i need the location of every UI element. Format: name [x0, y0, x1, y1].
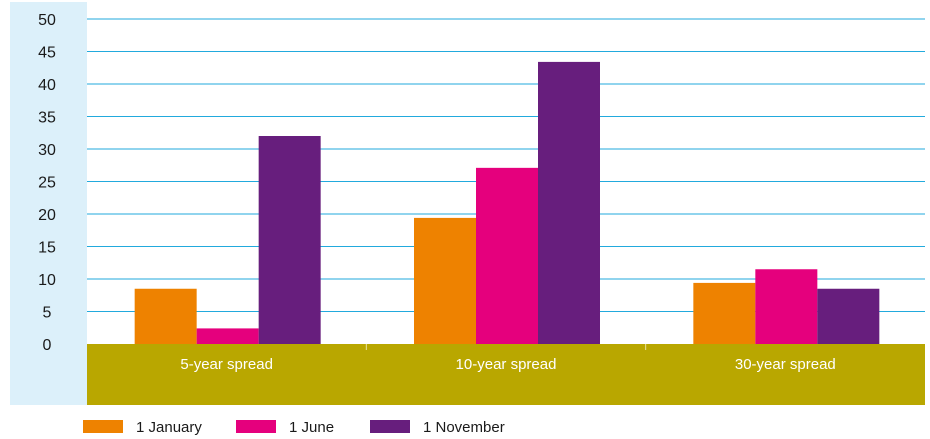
legend-label: 1 January: [136, 419, 202, 436]
legend-swatch: [370, 420, 410, 433]
bar: [196, 328, 259, 344]
category-label: 10-year spread: [456, 356, 557, 373]
y-axis-band: [10, 2, 87, 405]
bar: [755, 269, 818, 344]
category-band: [87, 344, 925, 405]
legend-swatch: [83, 420, 123, 433]
y-tick-label: 40: [38, 77, 56, 94]
legend-swatch: [236, 420, 276, 433]
bar: [538, 61, 600, 345]
bar: [414, 217, 476, 344]
y-tick-label: 25: [38, 175, 56, 192]
y-axis-ticks: 0 5 10 15 20 25 30 35 40 45 50: [38, 12, 56, 354]
legend-label: 1 June: [289, 419, 334, 436]
bar: [476, 167, 538, 344]
x-axis-categories: 5-year spread 10-year spread 30-year sprea…: [180, 344, 836, 373]
y-tick-label: 15: [38, 240, 56, 257]
y-tick-label: 10: [38, 272, 56, 289]
y-tick-label: 30: [38, 142, 56, 159]
legend: 1 January 1 June 1 November: [83, 419, 505, 436]
bar: [817, 288, 880, 344]
category-label: 30-year spread: [735, 356, 836, 373]
y-tick-label: 0: [43, 337, 52, 354]
y-tick-label: 5: [43, 305, 52, 322]
y-tick-label: 20: [38, 207, 56, 224]
y-tick-label: 45: [38, 45, 56, 62]
bar: [693, 282, 756, 344]
bar: [258, 136, 321, 344]
category-label: 5-year spread: [180, 356, 273, 373]
y-tick-label: 35: [38, 110, 56, 127]
y-tick-label: 50: [38, 12, 56, 29]
bars: [134, 61, 880, 345]
legend-label: 1 November: [423, 419, 505, 436]
bar: [134, 288, 197, 344]
